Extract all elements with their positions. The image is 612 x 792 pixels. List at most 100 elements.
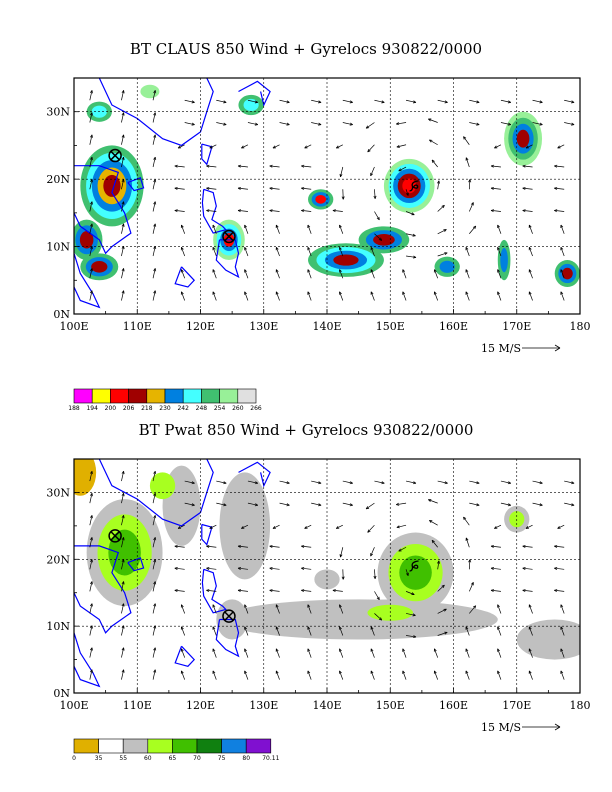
wind-vector — [301, 210, 312, 212]
wind-vector — [184, 99, 195, 103]
wind-arrowhead — [507, 503, 512, 507]
wind-arrowhead — [367, 149, 371, 153]
x-tick-label: 100E — [59, 320, 88, 333]
wind-vector — [405, 233, 416, 237]
wind-vector — [237, 210, 248, 212]
wind-vector — [121, 559, 124, 570]
wind-arrowhead — [121, 90, 125, 94]
wind-vector — [206, 187, 217, 190]
wind-arrowhead — [223, 100, 227, 104]
wind-vector — [402, 291, 407, 301]
wind-arrowhead — [89, 669, 93, 673]
wind-vector — [522, 567, 533, 570]
x-tick-label: 130E — [249, 320, 278, 333]
wind-vector — [275, 648, 280, 658]
wind-vector — [237, 165, 248, 168]
wind-arrowhead — [411, 592, 415, 596]
wind-vector — [121, 268, 124, 279]
wind-arrowhead — [301, 186, 305, 190]
wind-arrowhead — [373, 195, 377, 199]
wind-arrowhead — [241, 525, 245, 529]
wind-arrowhead — [339, 291, 342, 295]
y-tick-label: 0N — [53, 308, 70, 321]
wind-vector — [557, 144, 565, 149]
wind-vector — [560, 224, 565, 234]
wind-arrowhead — [153, 581, 157, 585]
wind-arrowhead — [539, 503, 543, 507]
wind-arrowhead — [180, 291, 184, 295]
wind-vector — [463, 136, 470, 145]
wind-vector — [152, 603, 156, 614]
wind-arrowhead — [212, 269, 216, 273]
wind-vector — [528, 247, 533, 257]
wind-vector — [370, 648, 375, 658]
wind-vector — [89, 471, 93, 482]
wind-arrowhead — [402, 670, 406, 674]
wind-vector — [528, 604, 533, 614]
wind-arrowhead — [528, 246, 532, 251]
wind-arrowhead — [557, 145, 561, 149]
x-tick-label: 160E — [439, 320, 468, 333]
wind-vector — [465, 291, 470, 301]
wind-vector — [428, 499, 438, 504]
wind-vector — [370, 547, 375, 557]
wind-vector — [244, 670, 249, 680]
wind-arrowhead — [370, 246, 374, 251]
wind-vector — [174, 567, 185, 570]
x-tick-label: 140E — [312, 699, 341, 712]
wind-arrowhead — [121, 581, 125, 585]
panel2-group: 100E 110E 120E 130E 140E 150E 160E 170E 180 30N 20… — [46, 458, 591, 762]
wind-arrowhead — [339, 224, 342, 228]
legend-label: 70.11 — [262, 755, 279, 762]
wind-arrowhead — [405, 192, 409, 196]
wind-arrowhead — [476, 100, 480, 104]
wind-vector — [405, 480, 417, 484]
wind-arrowhead — [254, 100, 259, 104]
legend-label: 230 — [159, 405, 171, 412]
wind-vector — [434, 291, 439, 301]
wind-arrowhead — [470, 582, 474, 586]
wind-vector — [370, 166, 375, 176]
wind-vector — [89, 625, 93, 636]
wind-vector — [152, 559, 156, 570]
wind-vector — [216, 122, 227, 126]
field-blob — [91, 261, 108, 273]
x-tick-label: 160E — [439, 699, 468, 712]
wind-vector — [89, 268, 93, 279]
wind-arrowhead — [554, 164, 558, 168]
wind-vector — [468, 582, 474, 592]
wind-vector — [342, 99, 353, 103]
wind-vector — [554, 210, 565, 212]
wind-vector — [490, 589, 501, 592]
wind-arrowhead — [174, 186, 178, 190]
wind-arrowhead — [206, 544, 210, 548]
wind-arrowhead — [507, 122, 512, 126]
wind-arrowhead — [490, 589, 495, 593]
wind-arrowhead — [433, 648, 437, 652]
wind-arrowhead — [275, 670, 279, 674]
wind-vector — [152, 290, 156, 301]
field-blob — [373, 234, 395, 246]
wind-vector — [247, 99, 258, 103]
wind-arrowhead — [237, 544, 242, 548]
wind-arrowhead — [349, 481, 353, 485]
wind-arrowhead — [301, 544, 305, 548]
coastline — [127, 177, 145, 192]
wind-arrowhead — [497, 246, 500, 251]
wind-arrowhead — [153, 112, 157, 116]
wind-vector — [560, 626, 565, 636]
wind-arrowhead — [244, 246, 247, 251]
legend-swatch — [172, 738, 198, 754]
wind-arrowhead — [269, 209, 273, 213]
wind-arrowhead — [528, 670, 532, 674]
wind-arrowhead — [571, 503, 575, 507]
wind-arrowhead — [121, 268, 125, 272]
field-blob — [516, 619, 580, 660]
wind-vector — [560, 648, 565, 658]
wind-arrowhead — [269, 186, 273, 190]
wind-arrowhead — [121, 515, 125, 519]
wind-arrowhead — [370, 553, 374, 557]
field-blob — [500, 247, 508, 273]
wind-vector — [528, 670, 533, 680]
wind-arrowhead — [191, 100, 195, 104]
